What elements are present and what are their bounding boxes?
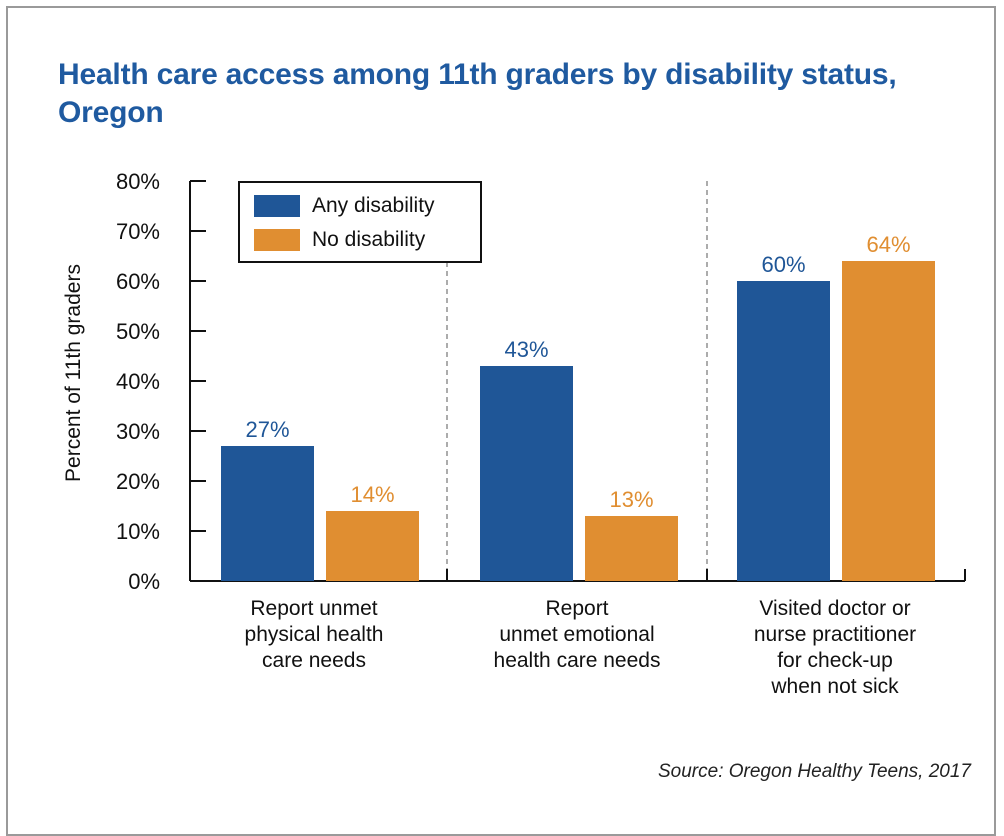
data-label-any-disability-physical: 27% — [245, 417, 289, 442]
data-label-no-disability-checkup: 64% — [866, 232, 910, 257]
legend-label-no-disability: No disability — [312, 228, 426, 251]
legend-swatch-any-disability — [254, 195, 300, 217]
category-label-emotional: Report unmet emotional health care needs — [493, 597, 661, 672]
y-tick-label: 30% — [116, 419, 160, 444]
y-tick-label: 0% — [128, 569, 160, 594]
chart-title: Health care access among 11th graders by… — [58, 58, 897, 129]
y-tick-label: 60% — [116, 269, 160, 294]
y-tick-label: 80% — [116, 169, 160, 194]
y-tick-label: 70% — [116, 219, 160, 244]
legend-swatch-no-disability — [254, 229, 300, 251]
bar-any-disability-checkup — [737, 281, 830, 581]
y-axis-label: Percent of 11th graders — [62, 264, 85, 482]
data-label-any-disability-checkup: 60% — [761, 252, 805, 277]
bar-no-disability-checkup — [842, 261, 935, 581]
legend-label-any-disability: Any disability — [312, 194, 435, 217]
legend-item-any-disability: Any disability — [254, 193, 435, 219]
data-label-any-disability-emotional: 43% — [504, 337, 548, 362]
data-label-no-disability-emotional: 13% — [609, 487, 653, 512]
category-label-checkup: Visited doctor or nurse practitioner for… — [753, 597, 917, 698]
legend: Any disability No disability — [238, 181, 482, 263]
data-label-no-disability-physical: 14% — [350, 482, 394, 507]
legend-item-no-disability: No disability — [254, 227, 425, 253]
y-tick-label: 10% — [116, 519, 160, 544]
category-label-physical: Report unmet physical health care needs — [244, 597, 384, 672]
bar-no-disability-emotional — [585, 516, 678, 581]
bar-any-disability-emotional — [480, 366, 573, 581]
bar-any-disability-physical — [221, 446, 314, 581]
y-tick-label: 40% — [116, 369, 160, 394]
bar-no-disability-physical — [326, 511, 419, 581]
y-tick-label: 20% — [116, 469, 160, 494]
source-note: Source: Oregon Healthy Teens, 2017 — [658, 761, 971, 782]
y-tick-label: 50% — [116, 319, 160, 344]
